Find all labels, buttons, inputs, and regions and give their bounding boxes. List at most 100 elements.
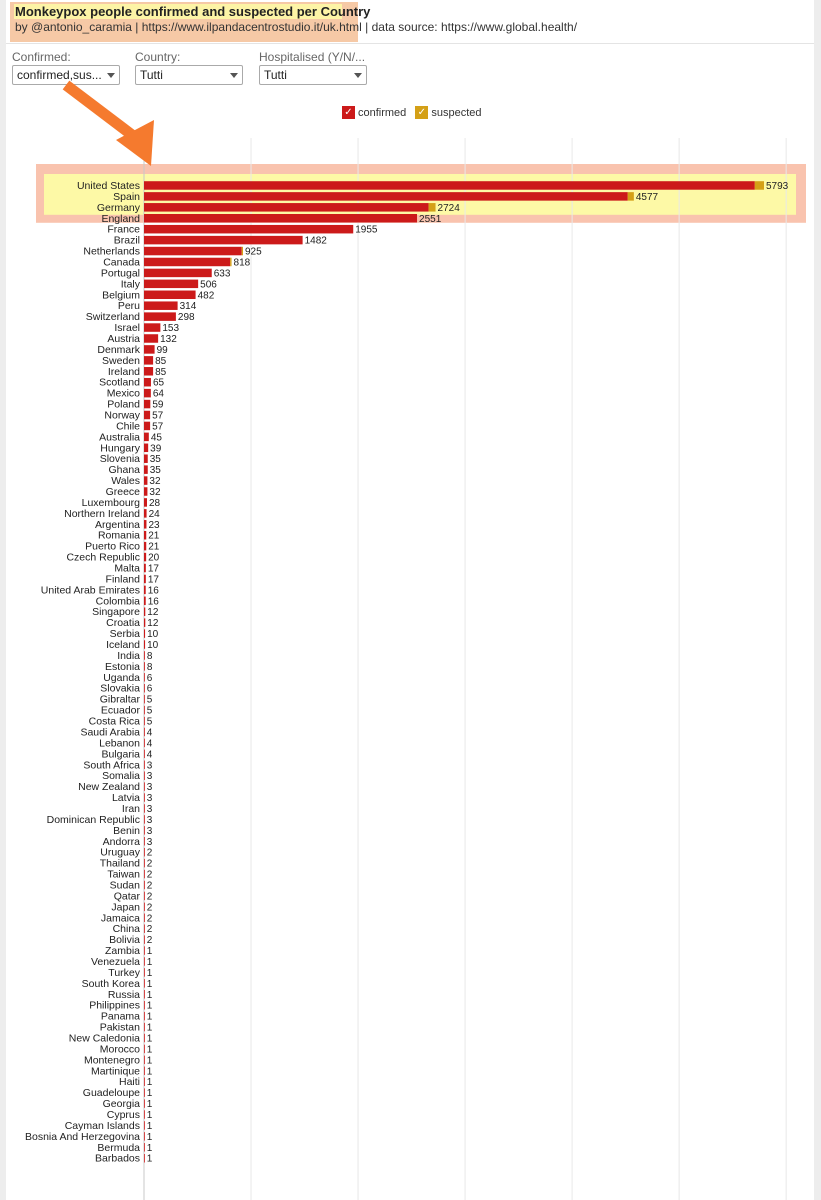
category-label: Belgium [102, 289, 140, 301]
bar-confirmed [144, 1066, 145, 1076]
category-label: France [107, 224, 140, 236]
bar-confirmed [144, 509, 147, 518]
checkbox-icon[interactable]: ✓ [342, 106, 355, 119]
data-label: 4 [147, 749, 153, 760]
category-label: Thailand [100, 858, 140, 870]
data-label: 1 [147, 968, 153, 979]
data-label: 3 [147, 804, 153, 815]
data-label: 2 [147, 859, 153, 870]
legend-item-confirmed[interactable]: ✓ confirmed [342, 106, 406, 119]
bar-confirmed [144, 1099, 145, 1108]
data-label: 20 [148, 553, 160, 564]
data-label: 35 [150, 454, 162, 465]
bar-confirmed [144, 1033, 145, 1043]
data-label: 1 [147, 1055, 153, 1066]
category-label: Pakistan [100, 1022, 140, 1034]
bar-confirmed [144, 1143, 145, 1152]
data-label: 16 [148, 596, 160, 607]
data-label: 2 [147, 880, 153, 891]
bar-confirmed [144, 629, 146, 638]
bar-confirmed [144, 1088, 145, 1097]
bar-confirmed [144, 312, 176, 321]
checkbox-icon[interactable]: ✓ [415, 106, 429, 119]
bar-confirmed [144, 891, 145, 901]
category-label: Latvia [112, 792, 140, 804]
data-label: 2 [147, 848, 153, 859]
data-label: 3 [147, 793, 153, 804]
data-label: 2 [147, 913, 153, 924]
bar-confirmed [144, 968, 145, 977]
category-label: Peru [118, 300, 140, 312]
data-label: 17 [148, 574, 160, 585]
bar-confirmed [144, 935, 145, 944]
category-label: Australia [99, 431, 140, 443]
data-label: 6 [147, 673, 153, 684]
bar-confirmed [144, 1110, 145, 1119]
bar-confirmed [144, 224, 354, 234]
category-label: Costa Rica [89, 716, 141, 728]
category-label: Ecuador [101, 705, 141, 717]
bar-confirmed [144, 782, 145, 791]
bar-confirmed [144, 694, 145, 704]
bar-suspected [754, 181, 764, 190]
data-label: 925 [245, 247, 262, 258]
category-label: Estonia [105, 661, 140, 673]
bar-suspected [428, 203, 436, 212]
data-label: 24 [149, 509, 161, 520]
data-label: 12 [147, 607, 159, 618]
filter-label-country: Country: [135, 50, 181, 64]
bar-confirmed [144, 771, 145, 780]
data-label: 1 [147, 1154, 153, 1165]
category-label: Hungary [100, 442, 140, 454]
data-label: 3 [147, 815, 153, 826]
bar-confirmed [144, 432, 149, 442]
data-label: 1 [147, 1023, 153, 1034]
bar-confirmed [144, 1153, 145, 1163]
category-label: Russia [108, 989, 140, 1001]
legend-item-suspected[interactable]: ✓ suspected [415, 106, 482, 119]
data-label: 3 [147, 837, 153, 848]
category-label: Luxembourg [82, 497, 141, 509]
data-label: 2 [147, 924, 153, 935]
category-label: Iceland [106, 639, 140, 651]
bar-confirmed [144, 804, 145, 813]
bar-confirmed [144, 377, 151, 387]
data-label: 5 [147, 706, 153, 717]
category-label: Montenegro [84, 1054, 140, 1066]
bar-confirmed [144, 673, 145, 682]
confirmed-select[interactable]: confirmed,sus... [12, 65, 120, 85]
category-label: South Africa [83, 759, 140, 771]
category-label: South Korea [82, 978, 141, 990]
bar-confirmed [144, 607, 146, 616]
data-label: 64 [153, 389, 165, 400]
bar-confirmed [144, 181, 755, 190]
data-label: 99 [157, 345, 169, 356]
data-label: 6 [147, 684, 153, 695]
data-label: 506 [200, 279, 217, 290]
chevron-down-icon [354, 73, 362, 78]
category-label: Bermuda [97, 1142, 140, 1154]
bar-confirmed [144, 410, 151, 420]
bar-confirmed [144, 651, 145, 660]
bar-confirmed [144, 662, 145, 671]
data-label: 8 [147, 651, 153, 662]
category-label: Saudi Arabia [80, 726, 140, 738]
category-label: Dominican Republic [47, 814, 140, 826]
confirmed-select-value: confirmed,sus... [17, 68, 102, 82]
category-label: Sudan [110, 879, 141, 891]
header: Monkeypox people confirmed and suspected… [6, 0, 814, 44]
category-label: Qatar [114, 890, 141, 902]
bar-confirmed [144, 356, 154, 365]
hospitalised-select-value: Tutti [264, 68, 287, 82]
category-label: Argentina [95, 519, 140, 531]
bar-confirmed [144, 640, 146, 649]
bar-confirmed [144, 476, 148, 485]
bar-confirmed [144, 465, 148, 474]
data-label: 12 [147, 618, 159, 629]
hospitalised-select[interactable]: Tutti [259, 65, 367, 85]
bar-confirmed [144, 924, 145, 933]
country-select[interactable]: Tutti [135, 65, 243, 85]
data-label: 1 [147, 1012, 153, 1023]
category-label: India [117, 650, 140, 662]
category-label: Chile [116, 420, 140, 432]
